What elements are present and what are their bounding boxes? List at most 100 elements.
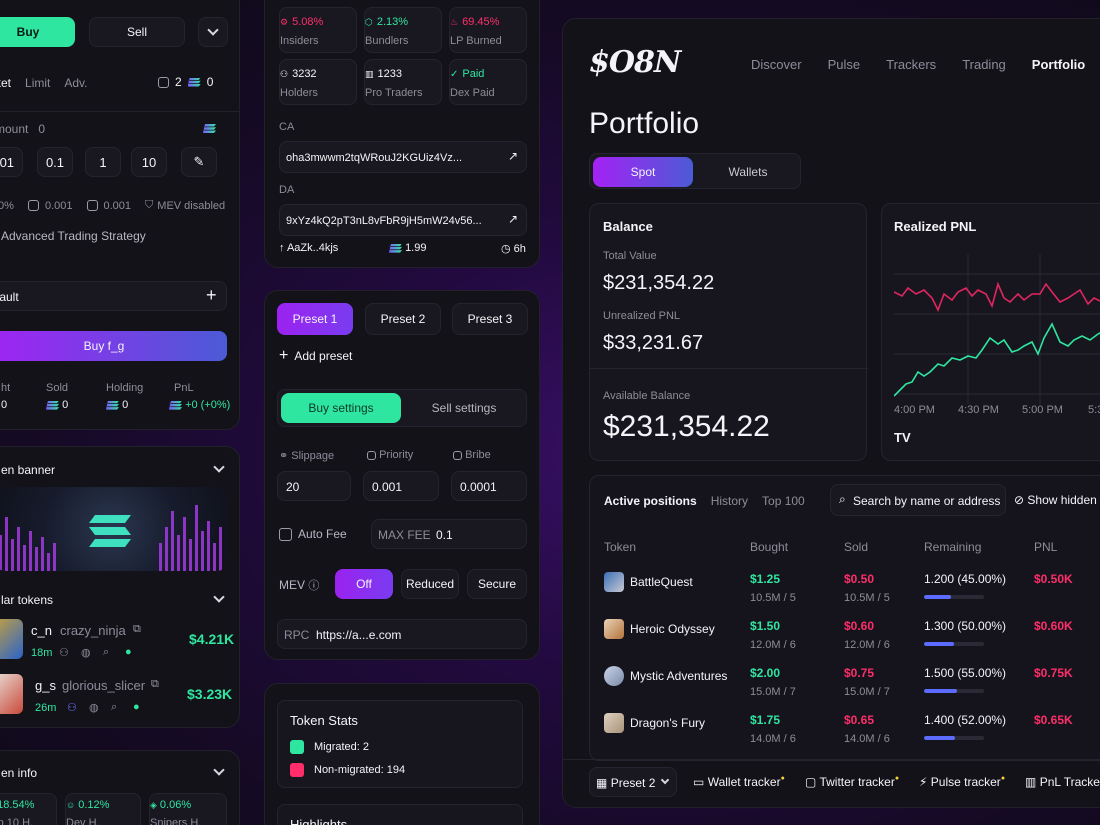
buy-token-button[interactable]: Buy f_g	[0, 331, 227, 361]
search-placeholder: Search by name or address	[853, 494, 1001, 508]
help-icon[interactable]: ⓘ	[308, 580, 320, 592]
token-info-title: en info	[1, 766, 38, 780]
preset-select[interactable]: fault +	[0, 281, 227, 311]
mev-secure-button[interactable]: Secure	[467, 569, 527, 599]
highlights-title: Highlights	[290, 817, 348, 825]
amount-value: 0	[38, 122, 46, 136]
table-row[interactable]: BattleQuest $1.25 10.5M / 5 $0.50 10.5M …	[604, 572, 1100, 612]
da-label: DA	[279, 184, 295, 196]
priority-input[interactable]: 0.001	[363, 471, 439, 501]
tab-active-positions[interactable]: Active positions	[604, 494, 697, 508]
sold-detail: 15.0M / 7	[844, 686, 890, 698]
sell-tab[interactable]: Sell	[89, 17, 185, 47]
tab-wallets[interactable]: Wallets	[728, 165, 768, 179]
tab-top-100[interactable]: Top 100	[762, 494, 805, 508]
pnl-line-green	[894, 322, 1100, 397]
remaining-amount: 1.200 (45.00%)	[924, 572, 1007, 586]
max-fee-input[interactable]: MAX FEE 0.1	[371, 519, 527, 549]
dex-paid-stat: ✓ Paid Dex Paid	[449, 59, 527, 105]
tab-advanced[interactable]: Adv.	[64, 76, 88, 90]
tab-market[interactable]: ket	[0, 76, 12, 90]
amount-preset-2[interactable]: 0.1	[37, 147, 73, 177]
token-name: BattleQuest	[630, 575, 693, 589]
contract-address-field[interactable]: oha3mwwm2tqWRouJ2KGUiz4Vz... ↗	[279, 141, 527, 173]
preset-1-tab[interactable]: Preset 1	[277, 303, 353, 335]
external-link-icon[interactable]: ↗	[508, 212, 519, 226]
table-row[interactable]: Mystic Adventures $2.00 15.0M / 7 $0.75 …	[604, 666, 1100, 706]
sell-settings-tab[interactable]: Sell settings	[431, 401, 497, 415]
bolt-icon: ⚡	[919, 775, 928, 789]
similar-token-row[interactable]: c_n crazy_ninja ⧉ 18m ⚇ ◍ ⌕ ● $4.21K	[0, 617, 237, 663]
app-logo[interactable]: $O8N	[589, 45, 681, 80]
mev-reduced-button[interactable]: Reduced	[401, 569, 459, 599]
bundlers-stat: ⬡ 2.13% Bundlers	[364, 7, 442, 53]
similar-token-row[interactable]: g_s glorious_slicer ⧉ 26m ⚇ ◍ ⌕ ● $3.23K	[0, 672, 237, 718]
buy-settings-tab[interactable]: Buy settings	[281, 393, 401, 423]
wallet-count[interactable]: 2	[175, 75, 182, 89]
copy-icon[interactable]: ⧉	[151, 678, 159, 690]
flame-icon: ♨	[450, 16, 459, 27]
chevron-down-icon[interactable]	[213, 764, 225, 776]
deployer-address-field[interactable]: 9xYz4kQ2pT3nL8vFbR9jH5mW24v56... ↗	[279, 204, 527, 236]
nav-portfolio[interactable]: Portfolio	[1031, 57, 1086, 72]
tab-limit[interactable]: Limit	[25, 76, 51, 90]
bought-detail: 10.5M / 5	[750, 592, 796, 604]
snipers-label: Snipers H.	[150, 816, 202, 825]
info-stat-top10: ⚇18.54% Top 10 H.	[0, 793, 57, 825]
chevron-down-icon[interactable]	[213, 461, 225, 473]
search-icon[interactable]: ⌕	[111, 701, 118, 713]
edit-amounts-button[interactable]: ✎	[181, 147, 217, 177]
globe-icon[interactable]: ◍	[81, 647, 91, 659]
pnl-time-label: 4:00 PM	[894, 404, 935, 416]
wallet-tracker-button[interactable]: ▭ Wallet tracker●	[693, 775, 785, 789]
pulse-tracker-button[interactable]: ⚡ Pulse tracker●	[919, 775, 1005, 789]
buy-tab[interactable]: Buy	[0, 17, 75, 47]
balance-card: Balance Total Value $231,354.22 Unrealiz…	[589, 203, 868, 461]
token-avatar	[604, 713, 624, 733]
plus-icon: +	[206, 285, 217, 305]
pnl-tracker-button[interactable]: ▥ PnL Tracker	[1025, 775, 1100, 789]
copy-icon[interactable]: ⧉	[133, 623, 141, 635]
search-icon[interactable]: ⌕	[103, 646, 110, 658]
insiders-value: 5.08%	[292, 16, 324, 28]
deployer-short[interactable]: AaZk..4kjs	[286, 242, 339, 254]
preset-2-tab[interactable]: Preset 2	[365, 303, 441, 335]
mev-off-button[interactable]: Off	[335, 569, 393, 599]
remaining-amount: 1.400 (52.00%)	[924, 713, 1007, 727]
tab-spot[interactable]: Spot	[593, 157, 693, 187]
nav-pulse[interactable]: Pulse	[827, 57, 861, 72]
rpc-input[interactable]: RPC https://a...e.com	[277, 619, 527, 649]
table-row[interactable]: Dragon's Fury $1.75 14.0M / 6 $0.65 14.0…	[604, 713, 1100, 753]
table-row[interactable]: Heroic Odyssey $1.50 12.0M / 6 $0.60 12.…	[604, 619, 1100, 659]
preset-3-tab[interactable]: Preset 3	[452, 303, 528, 335]
unrealized-pnl-label: Unrealized PNL	[603, 310, 681, 322]
amount-preset-3[interactable]: 1	[85, 147, 121, 177]
globe-icon[interactable]: ◍	[89, 702, 99, 714]
order-type-dropdown[interactable]	[198, 17, 228, 47]
token-name: Heroic Odyssey	[630, 622, 715, 636]
pulse-tracker-label: Pulse tracker	[930, 775, 1001, 789]
bribe-input[interactable]: 0.0001	[451, 471, 527, 501]
amount-preset-4[interactable]: 10	[131, 147, 167, 177]
holders-icon: ⚇	[67, 702, 77, 714]
advanced-strategy-toggle[interactable]: Advanced Trading Strategy	[1, 229, 146, 243]
preset-dropdown[interactable]: ▦ Preset 2	[589, 767, 677, 797]
chevron-down-icon[interactable]	[213, 591, 225, 603]
tab-history[interactable]: History	[710, 494, 749, 508]
remaining-progress	[924, 689, 984, 693]
twitter-tracker-button[interactable]: ▢ Twitter tracker●	[805, 775, 899, 789]
nav-discover[interactable]: Discover	[751, 57, 802, 72]
sold-detail: 12.0M / 6	[844, 639, 890, 651]
add-preset-button[interactable]: + Add preset	[279, 347, 352, 365]
auto-fee-checkbox[interactable]: Auto Fee	[279, 527, 347, 542]
positions-search-input[interactable]: ⌕ Search by name or address	[830, 484, 1006, 516]
slippage-input[interactable]: 20	[277, 471, 351, 501]
add-preset-label: Add preset	[294, 349, 353, 363]
nav-trackers[interactable]: Trackers	[886, 57, 937, 72]
external-link-icon[interactable]: ↗	[508, 149, 519, 163]
amount-preset-1[interactable]: .01	[0, 147, 23, 177]
preset-dropdown-value: Preset 2	[610, 776, 656, 790]
token-stats-panel: ⚙ 5.08% Insiders ⬡ 2.13% Bundlers ♨ 69.45% …	[264, 0, 540, 268]
show-hidden-toggle[interactable]: ⊘ Show hidden	[1014, 493, 1097, 507]
nav-trading[interactable]: Trading	[962, 57, 1006, 72]
